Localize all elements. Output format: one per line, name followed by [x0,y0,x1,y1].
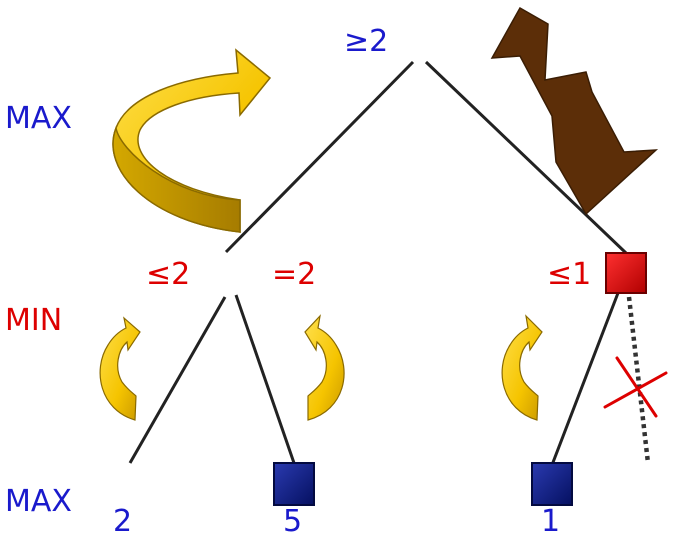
left-min-bound: ≤2 [146,257,191,292]
edge-root-left [224,60,415,254]
left-min-value: =2 [272,257,317,292]
right-min-bound: ≤1 [547,257,592,292]
leaf-value-5: 5 [283,504,303,539]
curved-up-arrow-icon [501,314,543,421]
root-value: ≥2 [344,24,389,59]
leaf-node-5 [273,462,315,506]
level-label-max-bottom: MAX [5,484,72,519]
curved-up-arrow-icon [99,316,141,421]
curved-up-arrow-icon [112,48,272,233]
edge-root-right [424,60,628,255]
bent-down-arrow-icon [490,6,659,216]
leaf-node-1 [531,462,573,506]
leaf-value-2: 2 [113,504,133,539]
edge-rightmin-leaf3 [550,292,620,466]
curved-up-arrow-icon [304,314,345,421]
pruned-edge [626,296,651,464]
edge-leftmin-leaf1 [128,296,227,464]
level-label-min: MIN [5,303,63,338]
prune-cross-icon [603,356,668,418]
leaf-value-1: 1 [541,504,561,539]
level-label-max-top: MAX [5,101,72,136]
min-node-right [605,252,647,294]
edge-leftmin-leaf2 [234,294,296,464]
